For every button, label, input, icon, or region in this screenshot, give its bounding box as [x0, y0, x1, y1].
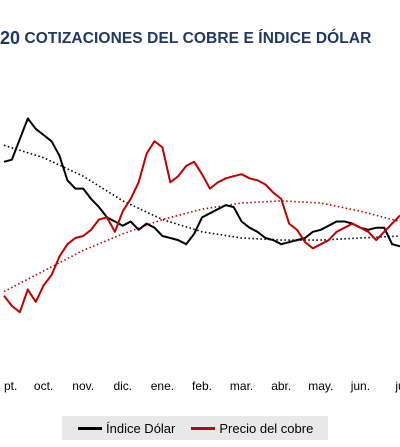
series-line-1 — [3, 140, 400, 314]
legend-swatch-copper — [191, 426, 216, 430]
legend-label-copper: Precio del cobre — [219, 420, 314, 436]
trend-line-3 — [3, 200, 400, 293]
legend-item-copper: Precio del cobre — [191, 421, 313, 436]
x-axis: pt. oct. nov. dic. ene. feb. mar. abr. may. jun. j… — [4, 379, 400, 393]
chart-legend: Índice Dólar Precio del cobre — [62, 416, 328, 440]
chart-title-text: COTIZACIONES DEL COBRE E ÍNDICE DÓLAR — [20, 30, 372, 47]
x-tick-label: dic. — [113, 379, 132, 393]
x-tick-label: pt. — [4, 379, 17, 393]
x-tick-label: mar. — [230, 379, 253, 393]
legend-label-dollar: Índice Dólar — [106, 420, 176, 436]
trend-lines — [3, 144, 400, 293]
x-tick-label: feb. — [192, 379, 212, 393]
x-tick-label: may. — [308, 379, 333, 393]
legend-swatch-dollar — [78, 426, 102, 430]
legend-item-dollar: Índice Dólar — [78, 421, 175, 436]
trend-line-2 — [3, 144, 400, 241]
x-tick-label: ene. — [151, 379, 174, 393]
chart-title: 20 COTIZACIONES DEL COBRE E ÍNDICE DÓLAR — [0, 28, 400, 49]
series-lines — [3, 117, 400, 314]
x-tick-label: oct. — [34, 379, 53, 393]
x-tick-label: ju — [394, 379, 400, 393]
x-tick-label: jun. — [350, 379, 370, 393]
x-tick-label: nov. — [72, 379, 94, 393]
x-tick-label: abr. — [271, 379, 291, 393]
series-line-0 — [3, 117, 400, 248]
chart-number: 20 — [0, 28, 21, 48]
